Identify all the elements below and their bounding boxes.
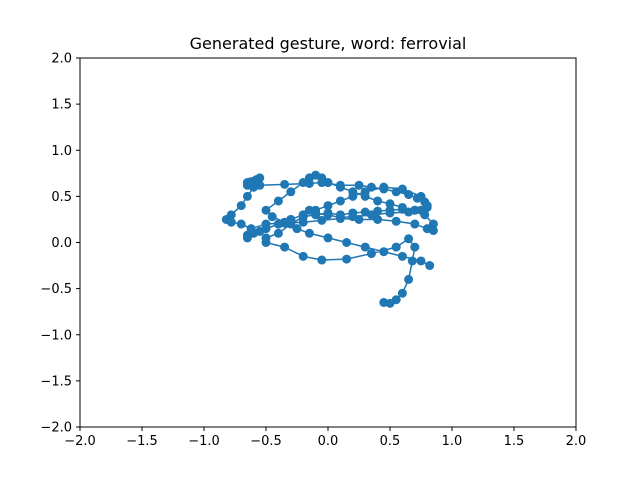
y-tick-label: 0.5 xyxy=(51,190,72,205)
gesture-point xyxy=(298,210,308,220)
gesture-point xyxy=(410,219,420,229)
gesture-point xyxy=(397,251,407,261)
gesture-point xyxy=(261,233,271,243)
x-tick-label: −1.5 xyxy=(126,434,158,449)
gesture-point xyxy=(261,224,271,234)
gesture-point xyxy=(317,255,327,265)
y-tick-label: −2.0 xyxy=(40,421,72,436)
gesture-point xyxy=(242,191,252,201)
gesture-point xyxy=(255,180,265,190)
gesture-point xyxy=(366,210,376,220)
y-tick-label: 0.0 xyxy=(51,236,72,251)
gesture-point xyxy=(379,182,389,192)
gesture-point xyxy=(298,251,308,261)
gesture-point xyxy=(373,196,383,206)
gesture-point xyxy=(416,256,426,266)
axes: −2.0 −1.5 −1.0 −0.5 0.0 0.5 1.0 1.5 2.0 −2.0 −1.5 −… xyxy=(40,52,586,450)
gesture-point xyxy=(354,180,364,190)
gesture-point xyxy=(366,249,376,259)
gesture-point xyxy=(379,247,389,257)
y-tick-label: −0.5 xyxy=(40,282,72,297)
chart-title: Generated gesture, word: ferrovial xyxy=(190,34,467,53)
gesture-point xyxy=(404,190,414,200)
x-tick-label: −1.0 xyxy=(188,434,220,449)
y-tick-label: 1.0 xyxy=(51,144,72,159)
gesture-point xyxy=(410,242,420,252)
gesture-point xyxy=(422,224,432,234)
gesture-point xyxy=(286,187,296,197)
gesture-point xyxy=(304,205,314,215)
gesture-point xyxy=(410,205,420,215)
gesture-point xyxy=(385,199,395,209)
gesture-point xyxy=(366,182,376,192)
gesture-point xyxy=(391,295,401,305)
gesture-point xyxy=(428,219,438,229)
gesture-point xyxy=(317,215,327,225)
gesture-point xyxy=(391,242,401,252)
gesture-point xyxy=(280,242,290,252)
gesture-point xyxy=(273,228,283,238)
gesture-point xyxy=(226,210,236,220)
gesture-point xyxy=(348,212,358,222)
gesture-point xyxy=(397,288,407,298)
x-tick-label: 1.5 xyxy=(504,434,525,449)
gesture-point xyxy=(425,261,435,271)
gesture-point xyxy=(391,216,401,226)
gesture-point xyxy=(298,178,308,188)
gesture-point xyxy=(360,242,370,252)
gesture-point xyxy=(273,196,283,206)
gesture-point xyxy=(404,274,414,284)
gesture-point xyxy=(416,191,426,201)
gesture-point xyxy=(261,205,271,215)
gesture-point xyxy=(342,254,352,264)
gesture-point xyxy=(242,233,252,243)
x-tick-label: 0.0 xyxy=(318,434,339,449)
gesture-point xyxy=(323,210,333,220)
gesture-point xyxy=(236,201,246,211)
gesture-point xyxy=(323,201,333,211)
gesture-point xyxy=(360,191,370,201)
gesture-point xyxy=(280,179,290,189)
gesture-point xyxy=(298,217,308,227)
y-tick-label: 1.5 xyxy=(51,98,72,113)
x-tick-label: −0.5 xyxy=(250,434,282,449)
gesture-point xyxy=(335,182,345,192)
gesture-point xyxy=(422,201,432,211)
gesture-point xyxy=(267,212,277,222)
gesture-point xyxy=(342,238,352,247)
plot-area xyxy=(221,170,438,308)
gesture-point xyxy=(335,196,345,206)
y-tick-label: −1.0 xyxy=(40,328,72,343)
x-tick-label: 1.0 xyxy=(442,434,463,449)
x-tick-label: 2.0 xyxy=(566,434,587,449)
gesture-point xyxy=(385,208,395,218)
x-tick-label: −2.0 xyxy=(64,434,96,449)
gesture-point xyxy=(397,184,407,194)
gesture-point xyxy=(292,224,302,234)
gesture-point xyxy=(323,178,333,188)
gesture-point xyxy=(397,202,407,212)
gesture-point xyxy=(335,213,345,223)
gesture-point xyxy=(280,217,290,227)
y-tick-label: 2.0 xyxy=(51,52,72,67)
gesture-point xyxy=(249,228,259,238)
gesture-point xyxy=(236,219,246,229)
gesture-point xyxy=(311,205,321,215)
gesture-point xyxy=(304,228,314,238)
gesture-point xyxy=(304,173,314,183)
gesture-point xyxy=(416,205,426,215)
gesture-point xyxy=(373,214,383,224)
gesture-point xyxy=(404,234,414,244)
x-tick-label: 0.5 xyxy=(380,434,401,449)
gesture-point xyxy=(323,233,333,243)
y-tick-label: −1.5 xyxy=(40,374,72,389)
gesture-point xyxy=(407,256,417,266)
gesture-point xyxy=(348,187,358,197)
